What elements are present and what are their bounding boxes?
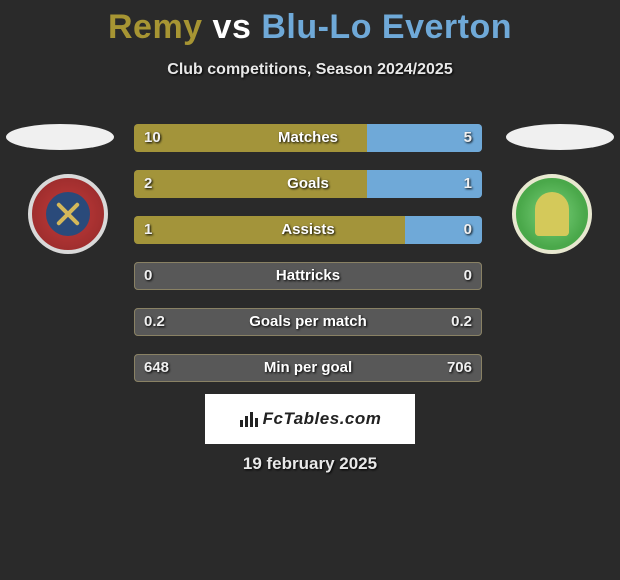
player1-name: Remy bbox=[108, 8, 203, 46]
player1-platform bbox=[6, 124, 114, 150]
chart-bars-icon bbox=[239, 410, 259, 428]
player1-club-crest bbox=[28, 174, 108, 254]
stat-rows: 105Matches 21Goals 10Assists 00Hattricks 0.2… bbox=[134, 124, 482, 400]
player2-club-crest bbox=[512, 174, 592, 254]
stat-label: Min per goal bbox=[134, 354, 482, 382]
stat-row: 648706Min per goal bbox=[134, 354, 482, 382]
stat-label: Goals per match bbox=[134, 308, 482, 336]
stat-row: 105Matches bbox=[134, 124, 482, 152]
stat-label: Goals bbox=[134, 170, 482, 198]
stat-label: Assists bbox=[134, 216, 482, 244]
stat-row: 00Hattricks bbox=[134, 262, 482, 290]
comparison-title: Remy vs Blu-Lo Everton bbox=[0, 0, 620, 47]
player2-platform bbox=[506, 124, 614, 150]
date-text: 19 february 2025 bbox=[0, 454, 620, 474]
subtitle: Club competitions, Season 2024/2025 bbox=[0, 61, 620, 79]
stat-row: 0.20.2Goals per match bbox=[134, 308, 482, 336]
stat-label: Matches bbox=[134, 124, 482, 152]
credit-box: FcTables.com bbox=[205, 394, 415, 444]
stat-label: Hattricks bbox=[134, 262, 482, 290]
vs-text: vs bbox=[213, 8, 252, 46]
credit-text: FcTables.com bbox=[263, 409, 382, 429]
stat-row: 10Assists bbox=[134, 216, 482, 244]
stat-row: 21Goals bbox=[134, 170, 482, 198]
player2-name: Blu-Lo Everton bbox=[261, 8, 512, 46]
